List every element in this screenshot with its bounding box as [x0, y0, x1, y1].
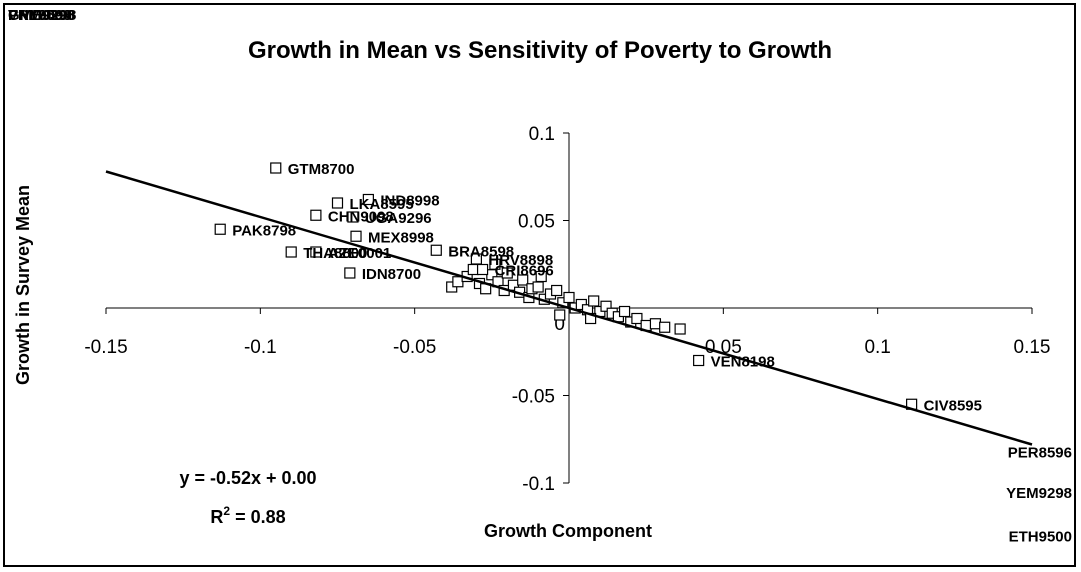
data-point — [344, 267, 356, 279]
point-label: YEM9298 — [1006, 485, 1072, 502]
data-point — [563, 291, 575, 304]
data-point — [362, 193, 374, 206]
x-tick-label: -0.05 — [393, 337, 436, 358]
data-point — [350, 230, 362, 242]
point-label: BRA8598 — [448, 243, 514, 260]
x-tick-label: 0.05 — [705, 337, 742, 358]
trendline — [105, 170, 1033, 446]
chart-title: Growth in Mean vs Sensitivity of Poverty… — [248, 37, 832, 64]
point-label: AZE0001 — [328, 245, 391, 262]
x-tick-label: 0 — [554, 314, 565, 335]
axis-ticks: -0.15 -0.1 -0.05 0 0.05 0.1 0.15 0.1 0.05 -0.05 -0… — [84, 124, 1050, 495]
data-point — [214, 223, 226, 235]
data-point — [618, 305, 631, 318]
r-squared: R2 = 0.88 — [210, 504, 285, 527]
data-point — [631, 312, 643, 325]
data-point — [588, 295, 600, 307]
point-label: LKA8595 — [350, 196, 414, 213]
y-tick-label: -0.1 — [522, 474, 555, 495]
point-label: CHN9098 — [328, 208, 394, 225]
point-label: IND8998 — [380, 193, 439, 210]
data-point — [532, 281, 544, 293]
point-label: HRV8898 — [488, 252, 553, 269]
point-label: ETH9500 — [1009, 529, 1072, 546]
data-point — [467, 263, 479, 276]
y-tick-label: 0.1 — [529, 124, 555, 145]
point-label: PHL8500 — [8, 7, 71, 24]
data-point — [452, 276, 464, 288]
x-tick-label: -0.1 — [244, 337, 277, 358]
data-point — [310, 246, 322, 258]
data-point — [430, 244, 442, 256]
trend-equation: y = -0.52x + 0.00 — [179, 468, 316, 488]
point-label: IDN8700 — [362, 266, 421, 283]
point-label: GMB9298 — [8, 7, 76, 24]
point-label: CIV8595 — [924, 397, 982, 414]
data-point — [470, 253, 482, 265]
data-point — [535, 270, 547, 283]
data-points — [214, 162, 918, 410]
point-label: PRY9098 — [8, 7, 72, 24]
point-label: PER8596 — [1008, 445, 1072, 462]
data-point — [285, 246, 297, 258]
data-point — [600, 300, 612, 312]
data-point — [659, 321, 671, 333]
y-tick-label: -0.05 — [512, 387, 555, 408]
data-point — [347, 211, 359, 223]
data-point — [476, 263, 489, 276]
x-axis-title: Growth Component — [484, 521, 652, 541]
data-point — [310, 209, 322, 221]
point-label: MEX8998 — [368, 229, 434, 246]
data-point — [501, 267, 513, 279]
data-point — [270, 162, 282, 174]
x-tick-label: -0.15 — [84, 337, 127, 358]
y-tick-label: 0.05 — [518, 212, 555, 233]
data-point — [489, 258, 501, 270]
data-point — [693, 354, 705, 367]
x-tick-label: 0.1 — [864, 337, 890, 358]
data-point — [331, 197, 344, 209]
point-label: THA8800 — [303, 245, 367, 262]
data-point — [649, 318, 662, 330]
y-axis-title: Growth in Survey Mean — [13, 185, 33, 385]
point-label: UGA9296 — [365, 210, 432, 227]
point-label: VEN8198 — [711, 354, 775, 371]
data-point — [551, 284, 563, 297]
data-point — [554, 309, 566, 321]
point-label: GTM8700 — [288, 161, 355, 178]
point-label: PAK8798 — [232, 222, 296, 239]
point-label: VNM9398 — [8, 7, 75, 24]
data-point — [517, 274, 529, 286]
data-point — [674, 323, 686, 335]
point-label: CRI8696 — [495, 263, 554, 280]
x-tick-label: 0.15 — [1014, 337, 1051, 358]
